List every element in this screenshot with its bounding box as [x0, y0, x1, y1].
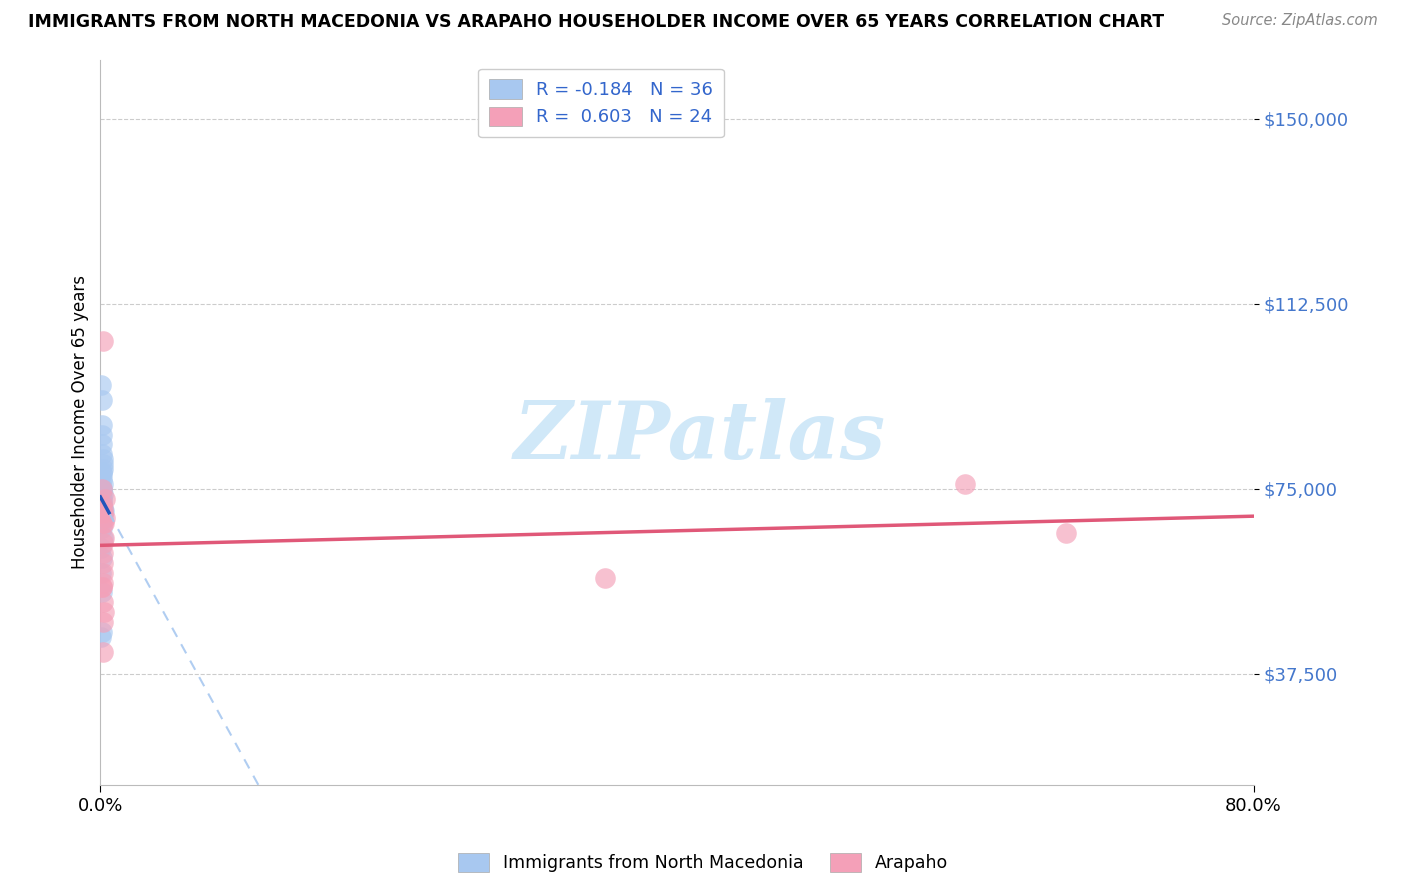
Point	[91, 624, 114, 639]
Text: Source: ZipAtlas.com: Source: ZipAtlas.com	[1222, 13, 1378, 29]
Point	[955, 476, 977, 491]
Point	[90, 566, 112, 580]
Text: IMMIGRANTS FROM NORTH MACEDONIA VS ARAPAHO HOUSEHOLDER INCOME OVER 65 YEARS CORR: IMMIGRANTS FROM NORTH MACEDONIA VS ARAPA…	[28, 13, 1164, 31]
Text: ZIPatlas: ZIPatlas	[515, 398, 886, 475]
Point	[90, 497, 112, 511]
Point	[93, 531, 115, 545]
Point	[91, 516, 114, 531]
Point	[91, 457, 114, 471]
Point	[91, 585, 114, 599]
Point	[90, 482, 112, 496]
Point	[90, 489, 112, 503]
Point	[91, 462, 114, 476]
Point	[91, 531, 114, 545]
Point	[90, 494, 112, 508]
Point	[91, 476, 114, 491]
Point	[91, 482, 114, 496]
Point	[90, 417, 112, 432]
Point	[91, 556, 114, 570]
Point	[593, 570, 616, 584]
Point	[93, 491, 115, 506]
Point	[91, 484, 114, 499]
Point	[91, 595, 114, 609]
Point	[91, 501, 114, 516]
Point	[1054, 526, 1077, 541]
Point	[93, 516, 115, 531]
Point	[91, 507, 114, 521]
Point	[90, 392, 112, 407]
Point	[93, 511, 115, 525]
Point	[91, 507, 114, 521]
Point	[90, 630, 112, 644]
Point	[91, 644, 114, 658]
Point	[91, 497, 114, 511]
Legend: R = -0.184   N = 36, R =  0.603   N = 24: R = -0.184 N = 36, R = 0.603 N = 24	[478, 69, 724, 137]
Point	[90, 541, 112, 555]
Point	[91, 472, 114, 486]
Point	[93, 504, 115, 518]
Point	[91, 452, 114, 467]
Point	[90, 467, 112, 481]
Point	[91, 521, 114, 535]
Point	[90, 581, 112, 595]
Point	[91, 334, 114, 348]
Point	[91, 511, 114, 525]
Point	[91, 575, 114, 590]
Point	[91, 427, 114, 442]
Point	[91, 566, 114, 580]
Point	[91, 486, 114, 500]
Point	[91, 536, 114, 550]
Point	[91, 465, 114, 479]
Point	[93, 605, 115, 619]
Y-axis label: Householder Income Over 65 years: Householder Income Over 65 years	[72, 275, 89, 569]
Point	[90, 581, 112, 595]
Point	[91, 615, 114, 629]
Point	[90, 516, 112, 531]
Point	[90, 437, 112, 451]
Point	[91, 550, 114, 565]
Point	[91, 499, 114, 513]
Legend: Immigrants from North Macedonia, Arapaho: Immigrants from North Macedonia, Arapaho	[451, 846, 955, 879]
Point	[91, 546, 114, 560]
Point	[90, 479, 112, 493]
Point	[91, 501, 114, 516]
Point	[91, 508, 114, 523]
Point	[91, 491, 114, 506]
Point	[90, 378, 112, 392]
Point	[90, 447, 112, 461]
